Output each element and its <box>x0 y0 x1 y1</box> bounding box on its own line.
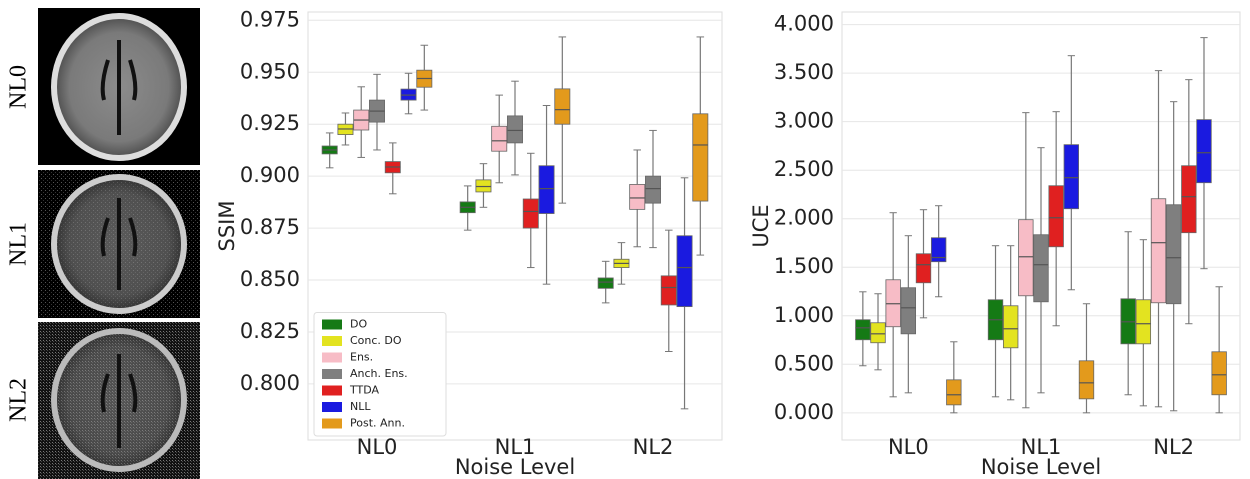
x-tick-label: NL1 <box>1021 435 1062 459</box>
box <box>1034 235 1049 302</box>
y-axis-label: SSIM <box>215 201 239 252</box>
box <box>1003 306 1018 348</box>
y-tick-label: 0.950 <box>240 59 300 83</box>
box <box>1064 145 1079 209</box>
box-chart: 0.000 0.500 1.000 1.500 2.000 2.500 3.000 3.500… <box>749 12 1240 479</box>
box <box>947 380 962 405</box>
box <box>916 254 931 283</box>
y-tick-label: 0.825 <box>240 319 300 343</box>
box <box>523 199 538 228</box>
y-tick-label: 0.925 <box>240 111 300 135</box>
box <box>1182 166 1197 233</box>
legend-label: Post. Ann. <box>350 417 405 430</box>
box <box>1212 352 1227 395</box>
image-label: NL1 <box>6 222 32 266</box>
box <box>693 114 708 201</box>
box <box>1049 186 1064 247</box>
figure: NL0 NL1 NL2 0.800 0.825 0.850 0.875 0.900 0.9… <box>0 0 1250 479</box>
box <box>598 278 613 288</box>
box <box>901 288 916 334</box>
legend-swatch <box>322 336 342 346</box>
legend-label: DO <box>350 318 367 331</box>
legend-label: Anch. Ens. <box>350 367 408 380</box>
x-tick-label: NL0 <box>357 435 398 459</box>
box <box>476 180 491 192</box>
legend-label: NLL <box>350 400 371 413</box>
box-chart: 0.800 0.825 0.850 0.875 0.900 0.925 0.950 0.975… <box>215 7 722 479</box>
mri-panel: NL0 NL1 NL2 <box>6 8 201 479</box>
box <box>1019 220 1034 296</box>
box <box>677 236 692 307</box>
legend-swatch <box>322 353 342 363</box>
legend-swatch <box>322 402 342 412</box>
y-tick-label: 2.500 <box>774 157 834 181</box>
y-tick-label: 3.500 <box>774 60 834 84</box>
x-tick-label: NL2 <box>1153 435 1194 459</box>
y-tick-label: 3.000 <box>774 109 834 133</box>
box <box>1079 361 1094 399</box>
legend-label: Ens. <box>350 351 373 364</box>
y-tick-label: 0.500 <box>774 351 834 375</box>
image-label: NL2 <box>6 378 32 422</box>
box <box>871 323 886 343</box>
y-tick-label: 4.000 <box>774 12 834 36</box>
box <box>630 184 645 209</box>
legend-label: Conc. DO <box>350 334 402 347</box>
box <box>507 116 522 143</box>
y-tick-label: 0.800 <box>240 371 300 395</box>
y-tick-label: 0.975 <box>240 7 300 31</box>
mri-image <box>38 8 200 165</box>
y-tick-label: 2.000 <box>774 206 834 230</box>
legend-swatch <box>322 419 342 429</box>
y-tick-label: 0.000 <box>774 400 834 424</box>
legend-label: TTDA <box>349 384 380 397</box>
x-tick-label: NL2 <box>633 435 674 459</box>
legend-swatch <box>322 369 342 379</box>
box <box>492 126 507 151</box>
box <box>1151 199 1166 303</box>
box <box>1136 300 1151 344</box>
mri-image <box>38 170 200 318</box>
y-tick-label: 1.500 <box>774 254 834 278</box>
y-tick-label: 0.875 <box>240 215 300 239</box>
legend-swatch <box>322 320 342 330</box>
mri-image <box>38 322 200 479</box>
legend-swatch <box>322 386 342 396</box>
x-tick-label: NL1 <box>495 435 536 459</box>
box <box>555 89 570 124</box>
box <box>856 320 871 340</box>
box <box>1197 120 1212 183</box>
box <box>661 276 676 305</box>
y-axis-label: UCE <box>749 204 773 247</box>
image-label: NL0 <box>6 65 32 109</box>
box <box>645 176 660 203</box>
y-tick-label: 0.900 <box>240 163 300 187</box>
box <box>539 166 554 214</box>
y-tick-label: 1.000 <box>774 303 834 327</box>
x-tick-label: NL0 <box>888 435 929 459</box>
y-tick-label: 0.850 <box>240 267 300 291</box>
box <box>1166 205 1181 304</box>
